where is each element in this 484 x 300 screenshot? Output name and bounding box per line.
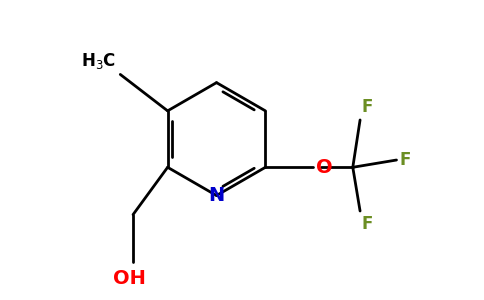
Text: F: F	[399, 151, 411, 169]
Text: F: F	[362, 214, 373, 232]
Text: OH: OH	[113, 269, 146, 288]
Text: N: N	[209, 186, 225, 205]
Text: H$_3$C: H$_3$C	[81, 51, 117, 71]
Text: O: O	[316, 158, 333, 177]
Text: F: F	[362, 98, 373, 116]
